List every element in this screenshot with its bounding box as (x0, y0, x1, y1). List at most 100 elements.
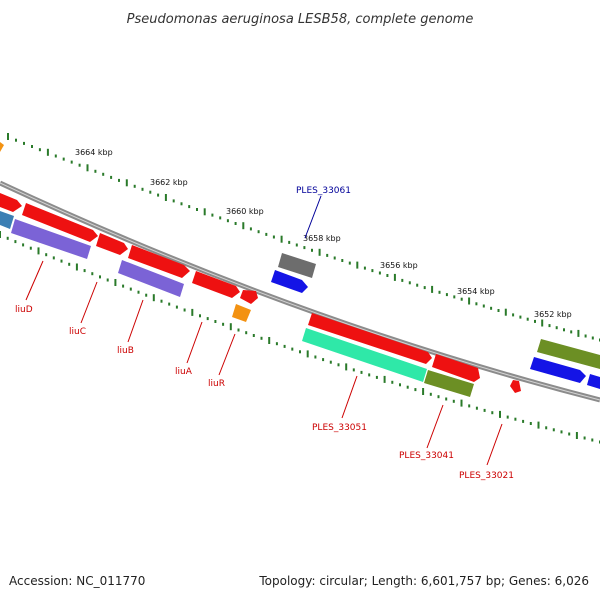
inner-tick (452, 399, 455, 403)
inner-tick (175, 305, 178, 309)
gene-liuB-purple[interactable] (118, 260, 184, 297)
inner-tick (491, 411, 494, 415)
gene-PLES_33051-red[interactable] (308, 313, 432, 364)
outer-tick (445, 293, 448, 297)
inner-tick (514, 417, 517, 421)
outer-tick (584, 334, 587, 338)
inner-tick (506, 415, 509, 419)
gene-green-far[interactable] (537, 339, 600, 369)
outer-tick (234, 222, 237, 225)
inner-tick (475, 406, 478, 410)
gene-liuR[interactable] (232, 304, 251, 322)
outer-tick (468, 297, 471, 305)
genome-backbone-highlight (0, 182, 600, 401)
gene-PLES_33041[interactable] (424, 370, 474, 397)
gene-liuD[interactable] (22, 203, 98, 242)
inner-tick (83, 269, 86, 273)
gene-PLES_33051-teal[interactable] (302, 328, 427, 382)
inner-tick (375, 375, 378, 379)
kbp-label-3660: 3660 kbp (226, 207, 264, 216)
outer-tick-row (7, 133, 600, 342)
kbp-label-3652: 3652 kbp (534, 310, 572, 319)
gene-label-PLES_33021: PLES_33021 (459, 471, 514, 481)
outer-tick (333, 256, 336, 260)
outer-tick (363, 266, 366, 270)
gene-label-liuB: liuB (117, 346, 134, 356)
gene-red-top-left[interactable] (0, 193, 22, 212)
gene-blue-edge[interactable] (587, 374, 600, 389)
gene-features (0, 142, 600, 397)
outer-tick (326, 253, 329, 257)
gene-liuC[interactable] (96, 233, 128, 255)
inner-tick (29, 246, 32, 250)
inner-tick (160, 299, 163, 303)
inner-tick (152, 294, 155, 302)
inner-tick (191, 308, 194, 316)
outer-tick (504, 308, 507, 316)
gene-steelblue-left[interactable] (0, 211, 14, 229)
topology-text: Topology: circular; Length: 6,601,757 bp… (259, 574, 589, 588)
inner-tick (245, 331, 248, 335)
outer-tick (272, 235, 275, 239)
inner-tick (183, 308, 186, 312)
kbp-label-3656: 3656 kbp (380, 261, 418, 270)
gene-PLES_33021[interactable] (510, 380, 521, 393)
outer-tick (534, 319, 536, 323)
inner-tick (260, 336, 263, 340)
gene-label-liuA: liuA (175, 367, 193, 377)
inner-tick (560, 430, 563, 434)
kbp-label-3664: 3664 kbp (75, 148, 113, 157)
outer-tick (555, 326, 558, 330)
inner-tick (306, 350, 309, 358)
inner-tick (537, 421, 540, 429)
inner-tick (529, 422, 532, 425)
gene-liuD-purple[interactable] (11, 219, 91, 259)
gene-liuA[interactable] (192, 271, 240, 298)
inner-tick (568, 432, 571, 436)
inner-tick (52, 256, 55, 260)
label-connectors (25, 260, 503, 466)
gene-label-liuC: liuC (69, 327, 86, 337)
outer-tick (203, 208, 206, 216)
inner-tick (252, 334, 255, 337)
gene-blue-mid[interactable] (271, 270, 308, 293)
outer-tick (94, 169, 97, 173)
outer-tick (15, 138, 17, 142)
outer-tick (180, 202, 183, 206)
connector-PLES_33061 (304, 195, 322, 239)
accession-text: Accession: NC_011770 (9, 574, 146, 588)
inner-tick (0, 231, 1, 238)
connector-liuR (218, 333, 236, 376)
outer-tick (460, 297, 463, 301)
gene-red-right[interactable] (432, 354, 480, 382)
outer-tick (23, 141, 25, 145)
outer-tick (141, 187, 144, 191)
outer-tick (401, 278, 404, 282)
outer-tick (149, 190, 152, 194)
outer-tick (188, 205, 191, 209)
gene-liuB[interactable] (128, 245, 190, 278)
outer-tick (490, 306, 493, 310)
outer-tick (164, 194, 167, 201)
connector-liuA (186, 321, 203, 364)
inner-tick (583, 436, 586, 440)
outer-tick (548, 324, 551, 328)
outer-tick (295, 243, 298, 247)
outer-tick (475, 302, 478, 306)
outer-tick (311, 248, 313, 252)
gene-PLES_33061[interactable] (278, 253, 316, 278)
outer-tick (118, 178, 120, 182)
inner-tick (122, 284, 125, 288)
inner-tick (268, 337, 271, 344)
gene-orange-edge[interactable] (0, 142, 4, 152)
gene-label-PLES_33061: PLES_33061 (296, 186, 351, 196)
outer-tick (157, 193, 160, 197)
inner-tick (45, 253, 48, 257)
outer-tick (219, 216, 222, 220)
inner-tick (37, 247, 40, 255)
gene-blue-far[interactable] (530, 357, 586, 383)
outer-tick (7, 133, 9, 140)
gene-small-red[interactable] (240, 290, 258, 304)
outer-tick (280, 235, 283, 243)
